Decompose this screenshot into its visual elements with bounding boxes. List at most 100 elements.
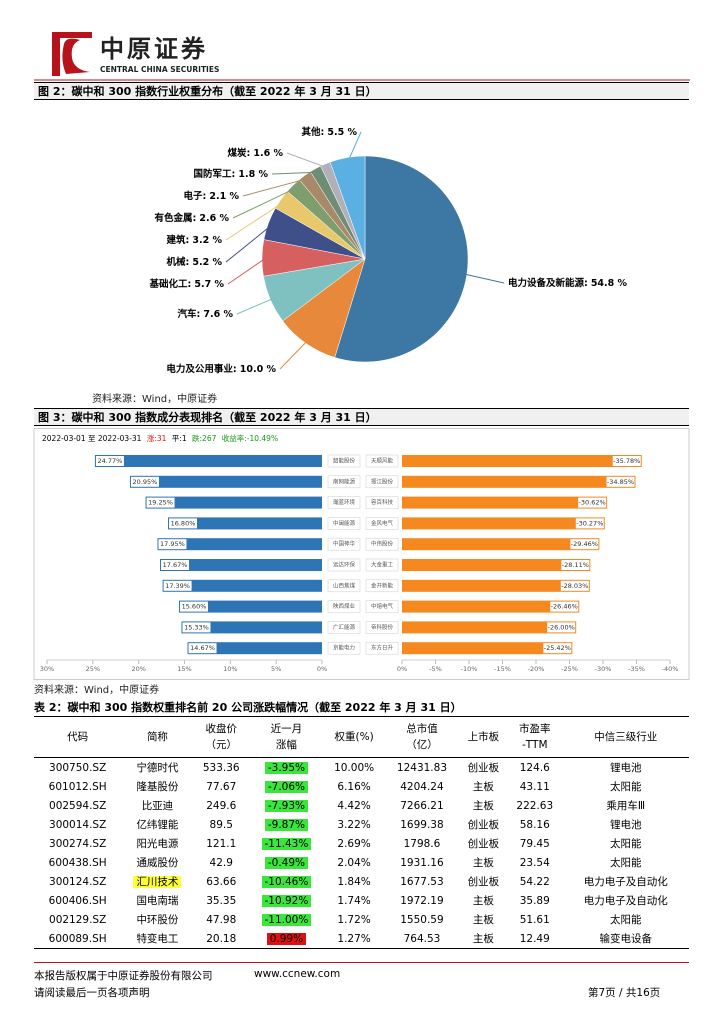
category-label: 煤炭: [228, 147, 251, 159]
table-cell: 1677.53 [384, 872, 459, 891]
cell-text: 42.9 [209, 856, 233, 869]
x-tick-label: 0% [317, 665, 327, 673]
leader-line [279, 339, 309, 370]
name-box [365, 537, 399, 551]
bar [402, 642, 573, 655]
table-cell: 国电南瑞 [121, 891, 193, 910]
table-cell: 54.22 [507, 872, 562, 891]
cell-text: 43.11 [519, 780, 550, 793]
footer-copyright: 本报告版权属于中原证券股份有限公司 [34, 970, 213, 982]
table-cell: -3.95% [249, 758, 324, 778]
cell-text: 35.35 [206, 894, 237, 907]
cell-text: 1.27% [337, 932, 371, 945]
header-text: 涨幅 [275, 739, 297, 751]
bar [181, 621, 322, 634]
cell-text: 主板 [472, 857, 494, 869]
table-cell: 35.35 [194, 891, 249, 910]
value-label: 1.6 % [253, 148, 283, 159]
table-cell: 特变电工 [121, 929, 194, 949]
bar [160, 559, 322, 571]
category-label: 建筑: [166, 234, 190, 246]
up-count: 涨:31 [147, 433, 167, 443]
table-cell: 89.5 [194, 815, 249, 834]
cell-text: 002594.SZ [49, 799, 107, 812]
cell-text: 6.16% [337, 780, 371, 793]
x-tick-label: -35% [628, 665, 645, 673]
cell-text: 太阳能 [609, 857, 642, 869]
cell-text: 创业板 [467, 876, 500, 888]
cell-text: -7.93% [264, 799, 308, 812]
table-cell: 601012.SH [34, 777, 121, 796]
name-box [327, 641, 361, 655]
table-cell: 主板 [460, 777, 507, 796]
value-box [130, 476, 159, 487]
cell-text: 电力电子及自动化 [583, 876, 668, 888]
cell-text: 太阳能 [609, 838, 642, 850]
cell-text: 12431.83 [396, 761, 448, 774]
cell-text: 10.00% [334, 761, 375, 774]
category-label: 电力设备及新能源: [508, 277, 588, 289]
table-cell: 创业板 [460, 758, 507, 778]
header-text: 简称 [146, 731, 168, 743]
cell-text: 1972.19 [400, 894, 444, 907]
value-label: 5.7 % [194, 279, 224, 290]
table-row: 600089.SH 特变电工 20.18 0.99% 1.27% 764.53 主板 12.4… [34, 929, 689, 949]
bar [402, 496, 608, 509]
cell-text: 隆基股份 [136, 781, 179, 793]
table-cell: 533.36 [194, 758, 249, 778]
table-cell: 51.61 [507, 910, 562, 929]
cell-text: 宁德时代 [136, 762, 179, 774]
category-label: 大金重工 [371, 561, 394, 569]
table-cell: 12431.83 [384, 758, 459, 778]
value-label: -30.27% [576, 519, 603, 527]
bar [179, 600, 322, 613]
table-cell: 20.18 [193, 929, 249, 949]
bar [94, 455, 322, 467]
category-label: 陕西煤业 [333, 602, 356, 610]
data-label: 电力设备及新能源: 54.8 % [508, 277, 628, 289]
table-cell: 锂电池 [562, 815, 689, 834]
value-label: 5.5 % [327, 127, 357, 138]
leader-line [286, 152, 328, 169]
header-text: 权重(%) [334, 731, 374, 743]
value-label: 14.67% [190, 644, 215, 652]
bar [402, 621, 577, 634]
table-cell: 创业板 [460, 815, 507, 834]
table-cell: 创业板 [460, 872, 507, 891]
category-label: 电子: [184, 190, 207, 202]
value-box [547, 622, 576, 633]
cell-text: 600438.SH [48, 856, 107, 869]
leader-line [225, 201, 285, 241]
name-box [327, 454, 361, 468]
x-tick-label: -30% [595, 665, 612, 673]
summary: 2022-03-01 至 2022-03-31 涨:31 平:1 跌:267 收… [42, 433, 278, 443]
bar [157, 538, 322, 551]
category-label: 中伟股份 [371, 540, 394, 548]
pie-chart: 电力设备及新能源: 54.8 % 电力及公用事业: 10.0 % 汽车: 7.6 % 基础化… [149, 126, 628, 375]
cell-text: 1677.53 [400, 875, 444, 888]
bar [129, 475, 322, 488]
column-header: 权重(%) [323, 716, 385, 758]
name-box [365, 558, 399, 572]
bar [402, 579, 590, 592]
cell-text: 600089.SH [48, 932, 107, 945]
x-tick-label: 30% [40, 665, 54, 673]
name-box [365, 496, 399, 509]
cell-text: 锂电池 [609, 819, 642, 831]
table-cell: 300750.SZ [34, 758, 121, 778]
cell-text: 锂电池 [609, 762, 642, 774]
cell-text: 亿纬锂能 [136, 819, 179, 831]
return: 收益率:-10.49% [222, 433, 278, 443]
cell-text: 002129.SZ [49, 913, 107, 926]
table-cell: 121.1 [194, 834, 249, 853]
value-label: 16.80% [171, 519, 196, 527]
table-cell: 电力电子及自动化 [562, 872, 689, 891]
x-tick-label: -40% [662, 665, 679, 673]
table-cell: 主板 [460, 891, 507, 910]
cell-text: 601012.SH [48, 780, 107, 793]
header-text: 市盈率 [519, 723, 551, 735]
cell-text: 47.98 [206, 913, 237, 926]
table-cell: 222.63 [507, 796, 562, 815]
cell-text: 600406.SH [48, 894, 107, 907]
